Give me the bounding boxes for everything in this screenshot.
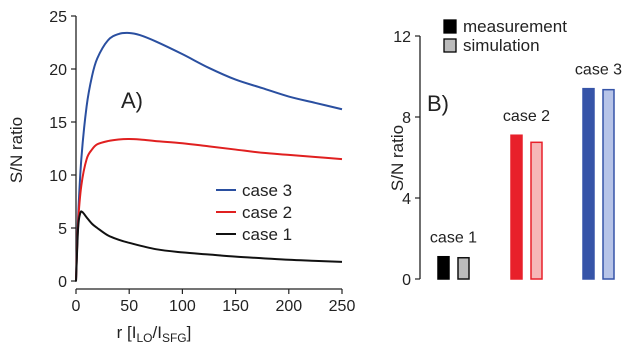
panel-a-x-axis-title: r [ILO/ISFG] (117, 323, 192, 345)
panel-a-x-tick-label: 200 (275, 298, 302, 315)
panel-b-y-tick-label: 12 (393, 29, 411, 46)
panel-a-series-lines (75, 31, 343, 282)
legend-label-case-1: case 1 (242, 225, 292, 244)
bar-measurement-case-3 (582, 87, 595, 280)
legend-label-measurement: measurement (463, 17, 567, 36)
panel-a-y-tick-label: 0 (58, 274, 67, 291)
panel-a-y-tick-label: 15 (49, 115, 67, 132)
bar-measurement-case-2 (510, 134, 523, 280)
bar-group-label-case-2: case 2 (503, 108, 550, 125)
x-title-sub-sfg: SFG (162, 331, 187, 345)
panel-a-x-tick-label: 150 (222, 298, 249, 315)
legend-swatch-simulation (443, 38, 457, 53)
panel-a-x-tick-label: 100 (169, 298, 196, 315)
panel-b-y-axis-title: S/N ratio (388, 125, 407, 191)
legend-swatch-measurement (443, 19, 457, 34)
panel-b-bar-chart: 0 4 8 12 case 1 case 2 case 3 B) S/N ratio me… (388, 17, 622, 289)
bar-measurement-case-1 (437, 255, 450, 280)
panel-a-y-tick-label: 5 (58, 221, 67, 238)
panel-b-axes: 0 4 8 12 (393, 29, 421, 289)
series-line-case-2 (75, 137, 343, 282)
series-line-case-3 (75, 31, 343, 282)
panel-b-y-tick-label: 8 (402, 110, 411, 127)
panel-a-x-tick-label: 50 (120, 298, 138, 315)
panel-b-y-tick-label: 4 (402, 191, 411, 208)
series-line-case-1 (75, 210, 343, 282)
x-title-end: ] (187, 323, 192, 342)
panel-a-y-tick-label: 10 (49, 168, 67, 185)
panel-a-label: A) (121, 88, 143, 113)
legend-label-case-2: case 2 (242, 203, 292, 222)
panel-a-y-tick-label: 25 (49, 9, 67, 26)
panel-a-x-tick-label: 0 (72, 298, 81, 315)
bar-simulation-case-1 (457, 256, 470, 280)
panel-b-label: B) (427, 91, 449, 116)
bar-group-label-case-3: case 3 (575, 62, 622, 79)
panel-a-y-axis-title: S/N ratio (7, 117, 26, 183)
legend-label-case-3: case 3 (242, 181, 292, 200)
panel-b-y-tick-label: 0 (402, 272, 411, 289)
panel-a-x-tick-label: 250 (329, 298, 356, 315)
bar-simulation-case-3 (602, 88, 615, 280)
panel-a-y-tick-label: 20 (49, 62, 67, 79)
bar-simulation-case-2 (530, 141, 543, 280)
x-title-sub-lo: LO (136, 331, 152, 345)
x-title-sep: /I (153, 323, 162, 342)
x-title-main: r [I (117, 323, 137, 342)
bar-group-label-case-1: case 1 (430, 230, 477, 247)
panel-b-bars: case 1 case 2 case 3 (430, 62, 622, 280)
legend-label-simulation: simulation (463, 36, 540, 55)
panel-a-legend: case 3 case 2 case 1 (216, 181, 292, 244)
